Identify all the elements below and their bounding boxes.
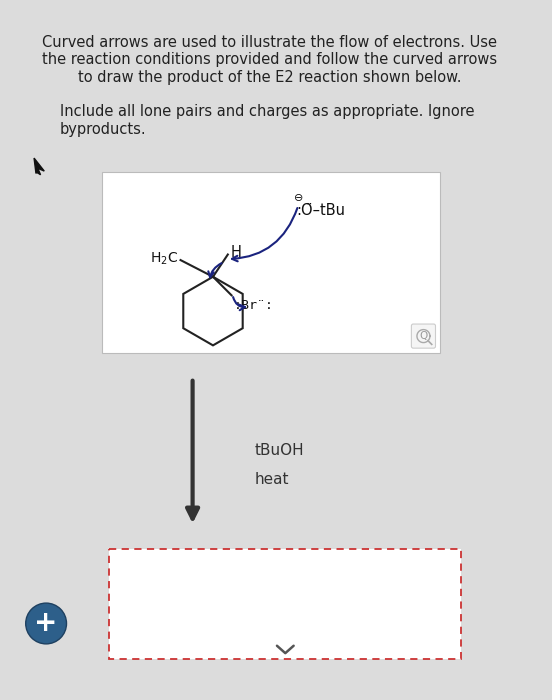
Polygon shape <box>34 158 44 175</box>
Text: H: H <box>231 245 241 260</box>
Text: heat: heat <box>254 473 289 487</box>
Text: $\mathregular{H_2C}$: $\mathregular{H_2C}$ <box>150 251 178 267</box>
Text: ⊖: ⊖ <box>294 193 303 203</box>
Text: +: + <box>34 610 58 638</box>
Circle shape <box>26 603 66 644</box>
Bar <box>102 172 440 353</box>
Bar <box>109 550 461 659</box>
Text: tBuOH: tBuOH <box>254 442 304 458</box>
Text: Curved arrows are used to illustrate the flow of electrons. Use
the reaction con: Curved arrows are used to illustrate the… <box>42 35 497 85</box>
Text: Q: Q <box>420 331 428 341</box>
Text: :Ö–tBu: :Ö–tBu <box>296 204 346 218</box>
Text: Include all lone pairs and charges as appropriate. Ignore
byproducts.: Include all lone pairs and charges as ap… <box>60 104 475 136</box>
FancyBboxPatch shape <box>411 324 436 348</box>
Text: :Br̈:: :Br̈: <box>234 299 274 312</box>
